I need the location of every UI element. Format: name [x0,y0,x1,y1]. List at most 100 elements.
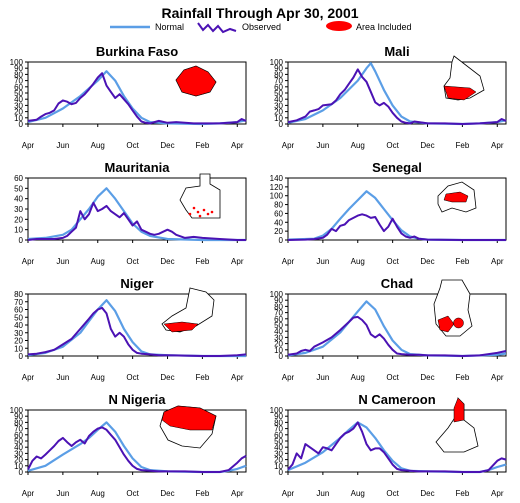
map-area-dot [192,206,196,210]
y-tick-label: 60 [274,431,283,440]
y-tick-label: 70 [14,298,23,307]
map-area-dot [210,210,214,214]
y-tick-label: 90 [274,64,283,73]
x-tick-label: Oct [386,257,399,266]
map-area-included [443,191,469,203]
y-tick-label: 100 [10,406,24,415]
map-area-included [163,321,199,333]
y-tick-label: 60 [14,83,23,92]
x-tick-label: Oct [126,257,139,266]
legend-observed-label: Observed [242,22,281,32]
x-tick-label: Aug [91,373,105,382]
y-tick-label: 70 [274,425,283,434]
inset-map-senegal [437,181,477,213]
x-tick-label: Oct [126,489,139,498]
y-tick-label: 80 [274,201,283,210]
map-outline [161,287,215,333]
series-observed [27,426,247,473]
y-tick-label: 30 [14,101,23,110]
y-tick-label: 20 [274,108,283,117]
y-tick-label: 40 [274,218,283,227]
chart-title: Mauritania [104,160,170,175]
x-tick-label: Apr [22,489,35,498]
x-tick-label: Apr [22,373,35,382]
x-tick-label: Apr [22,141,35,150]
x-tick-label: Feb [196,141,210,150]
y-tick-label: 20 [14,215,23,224]
y-tick-label: 70 [274,309,283,318]
series-observed [287,315,507,357]
y-tick-label: 60 [274,83,283,92]
x-tick-label: Apr [491,257,504,266]
x-tick-label: Feb [456,489,470,498]
x-tick-label: Oct [386,489,399,498]
y-tick-label: 90 [274,412,283,421]
y-tick-label: 20 [14,456,23,465]
y-tick-label: 10 [14,114,23,123]
y-tick-label: 40 [274,327,283,336]
x-tick-label: Apr [231,489,244,498]
y-tick-label: 60 [14,174,23,183]
y-tick-label: 10 [274,346,283,355]
y-tick-label: 80 [274,418,283,427]
y-tick-label: 40 [14,321,23,330]
y-tick-label: 0 [19,468,24,477]
y-tick-label: 90 [14,64,23,73]
map-area-included [453,397,465,423]
figure-title: Rainfall Through Apr 30, 2001 [161,5,358,21]
y-tick-label: 10 [274,114,283,123]
y-tick-label: 0 [19,120,24,129]
y-tick-label: 50 [274,437,283,446]
y-tick-label: 80 [274,302,283,311]
map-area-included [437,315,464,333]
x-tick-label: Apr [282,373,295,382]
y-tick-label: 0 [279,236,284,245]
series-observed [287,68,507,125]
inset-map-cameroon [435,397,479,453]
x-tick-label: Aug [91,257,105,266]
x-tick-label: Dec [420,373,434,382]
chart-title: N Nigeria [108,392,166,407]
x-tick-label: Dec [160,141,174,150]
x-tick-label: Jun [316,257,329,266]
map-area-dot [188,212,192,216]
map-area-included [161,405,217,431]
x-tick-label: Feb [456,257,470,266]
inset-map-chad [433,279,473,337]
y-tick-label: 10 [274,462,283,471]
legend: Normal Observed Area Included [110,21,412,34]
y-tick-label: 40 [14,95,23,104]
series-observed [287,213,506,241]
y-tick-label: 50 [14,89,23,98]
x-tick-label: Apr [22,257,35,266]
x-tick-label: Apr [231,373,244,382]
x-tick-label: Feb [456,141,470,150]
y-tick-label: 40 [14,443,23,452]
x-tick-label: Dec [160,489,174,498]
x-tick-label: Feb [196,373,210,382]
inset-map-mauritania [179,173,221,219]
y-tick-label: 60 [274,209,283,218]
y-tick-label: 120 [270,183,284,192]
y-tick-label: 30 [274,101,283,110]
y-tick-label: 80 [274,70,283,79]
chart-title: Mali [384,44,409,59]
series-observed [27,72,247,125]
x-tick-label: Dec [160,257,174,266]
y-tick-label: 10 [14,344,23,353]
inset-map-nigeria [159,405,217,449]
x-tick-label: Apr [282,257,295,266]
y-tick-label: 30 [14,329,23,338]
map-area-dot [198,214,202,218]
legend-normal-label: Normal [155,22,184,32]
y-tick-label: 40 [274,443,283,452]
x-tick-label: Jun [316,373,329,382]
series-normal [287,300,507,358]
x-tick-label: Aug [351,489,365,498]
x-tick-label: Apr [491,141,504,150]
